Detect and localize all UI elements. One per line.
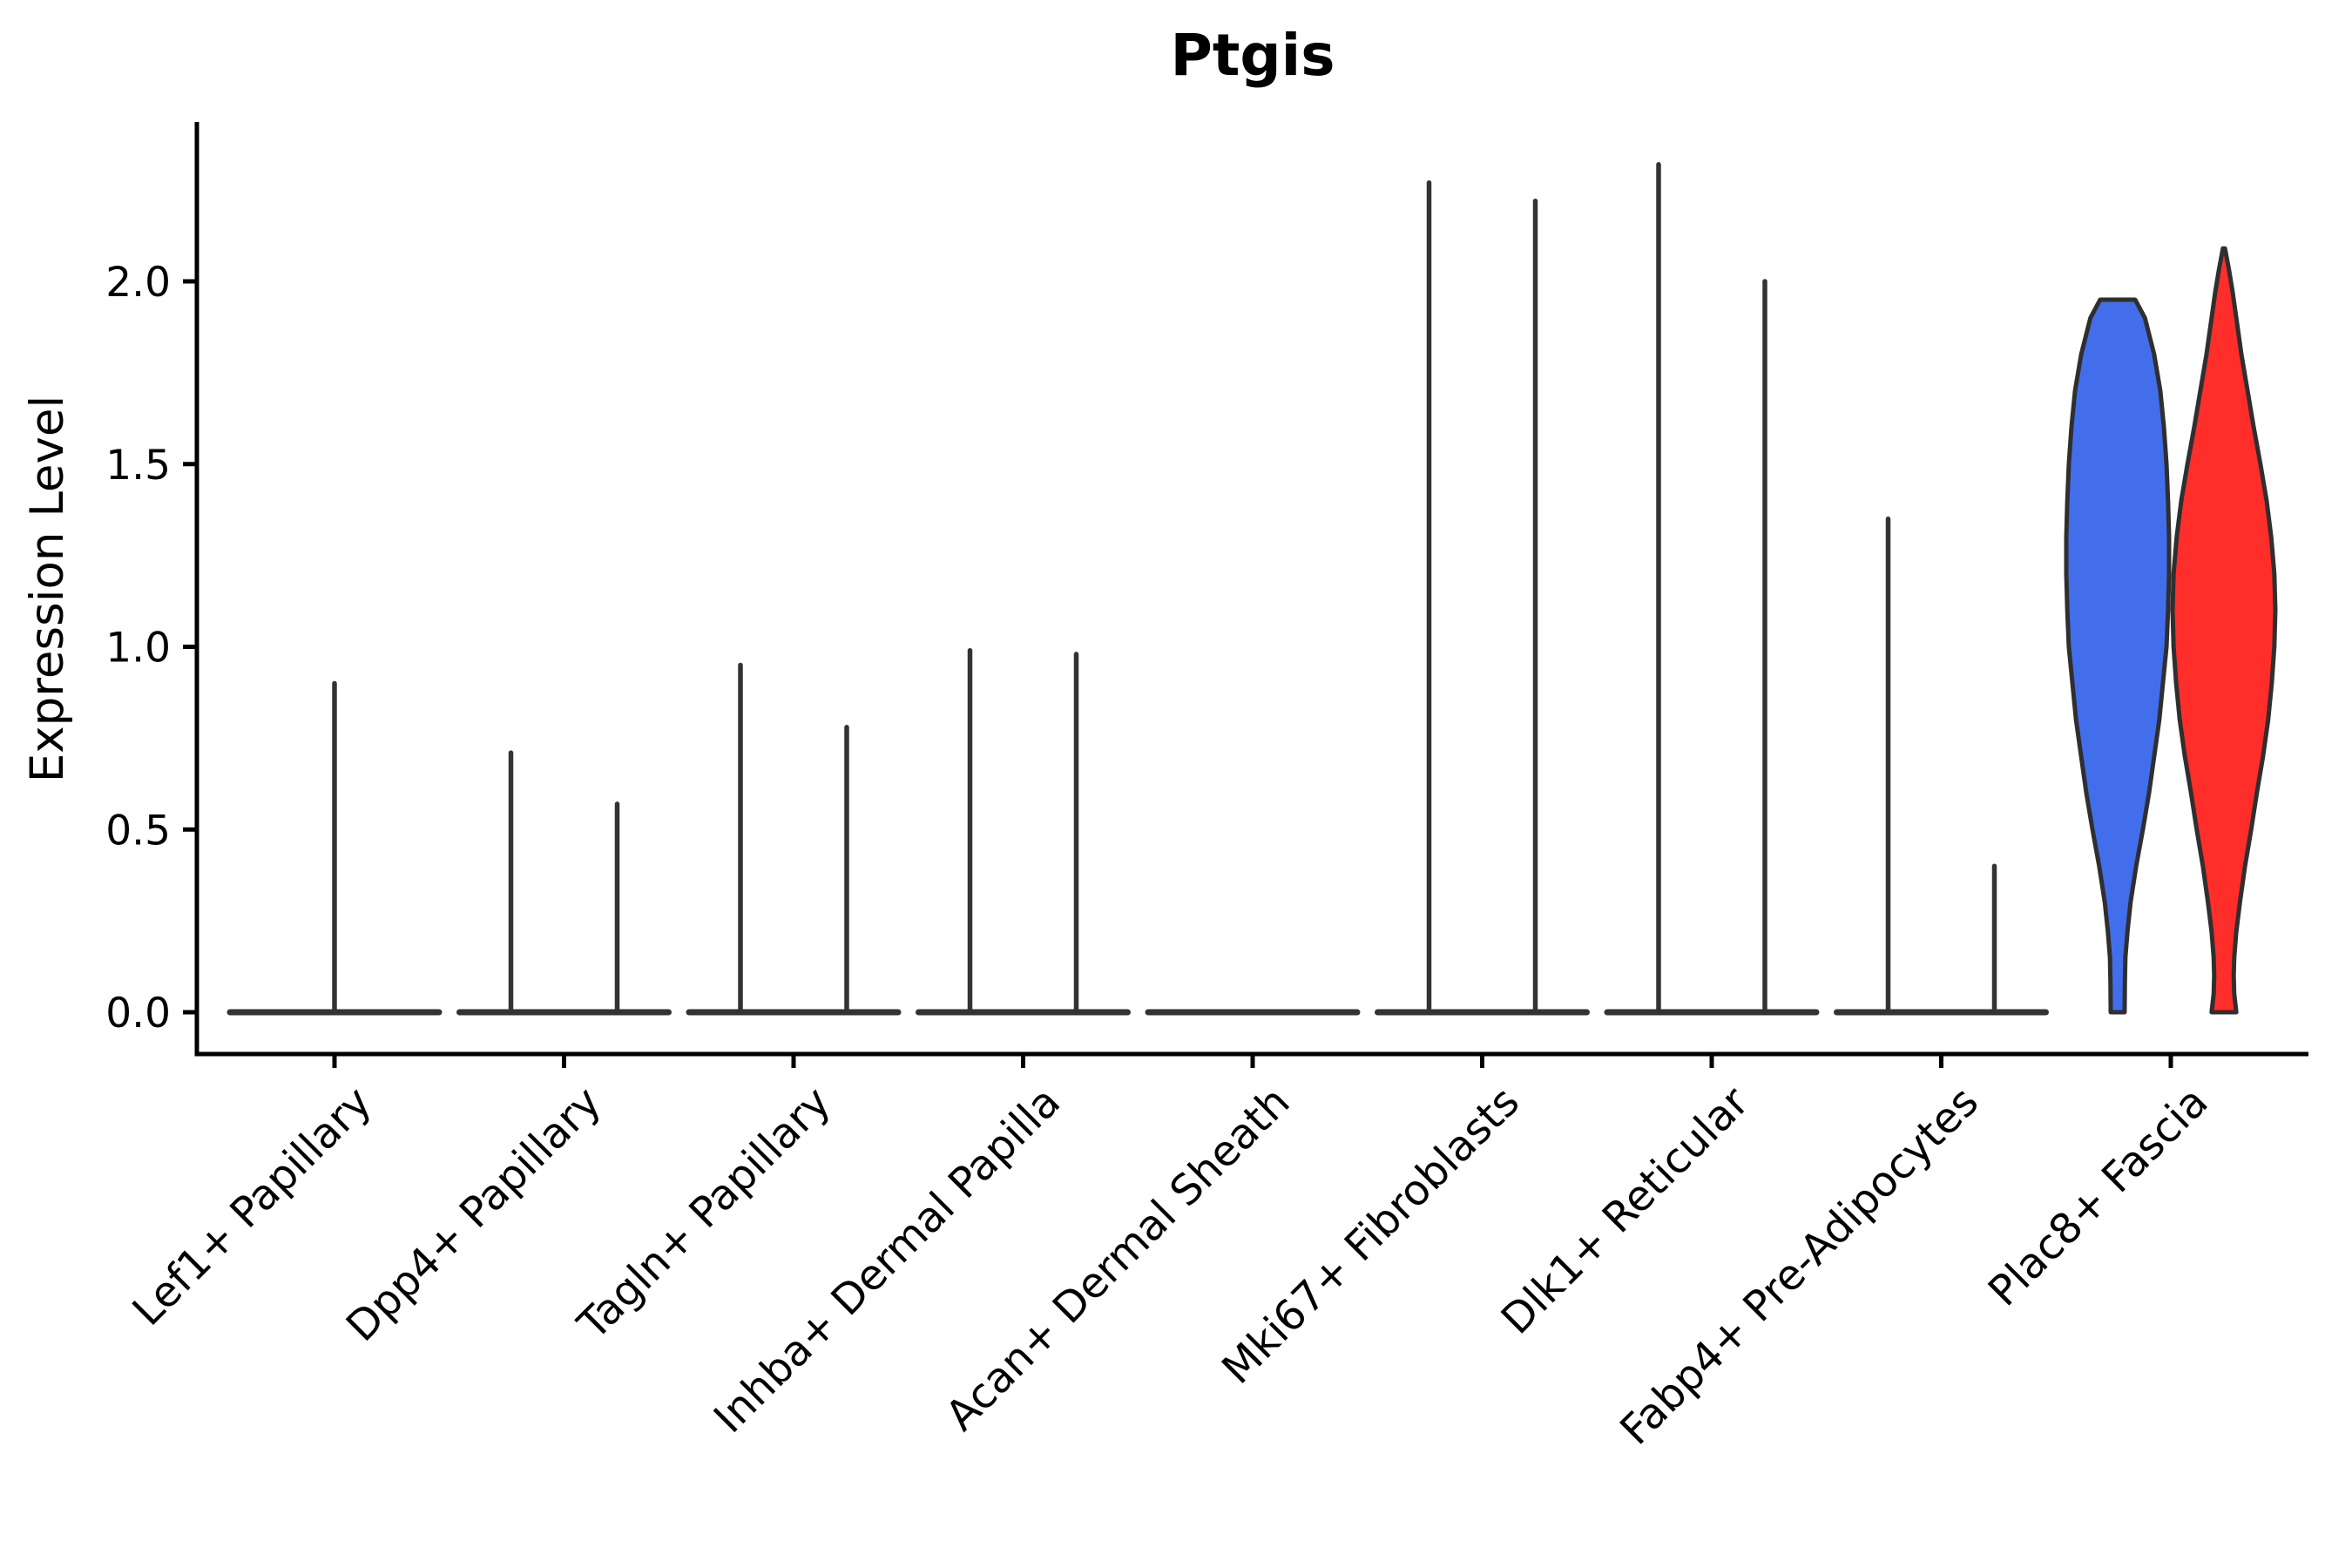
y-tick-label: 0.5 [105,807,171,855]
violin-body-blue [2064,297,2172,1015]
y-tick-label: 2.0 [105,259,171,307]
violins-layer [226,162,2278,1016]
axes-layer [183,122,2308,1068]
y-tick-label: 1.5 [105,442,171,490]
y-axis-title: Expression Level [21,395,74,782]
chart-title: Ptgis [1170,22,1335,89]
x-category-label: Lef1+ Papillary [124,1078,382,1335]
violin-body-red [2170,246,2278,1015]
y-tick-label: 0.0 [105,990,171,1037]
x-category-label: Dlk1+ Reticular [1492,1078,1759,1344]
y-tick-label: 1.0 [105,625,171,672]
x-category-label: Plac8+ Fascia [1979,1078,2218,1316]
x-category-label: Dpp4+ Papillary [337,1078,611,1351]
x-category-label: Tagln+ Papillary [568,1078,840,1349]
